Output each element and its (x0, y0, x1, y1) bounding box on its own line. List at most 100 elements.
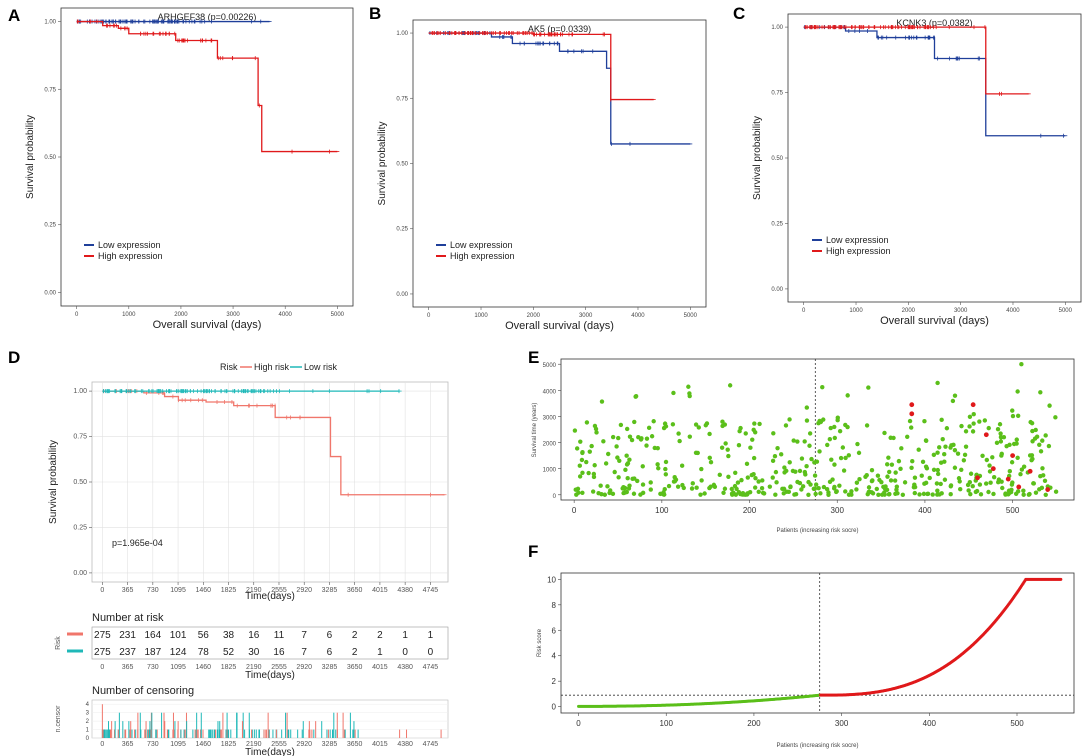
alive-point (1019, 362, 1024, 367)
alive-point (698, 492, 703, 497)
alive-point (1010, 408, 1015, 413)
x-tick-label: 200 (743, 506, 757, 515)
alive-point (804, 464, 809, 469)
alive-point (663, 459, 669, 465)
alive-point (734, 486, 739, 492)
x-tick-label: 400 (923, 719, 937, 728)
alive-point (760, 490, 766, 496)
alive-point (726, 453, 731, 459)
x-tick-label: 500 (1010, 719, 1024, 728)
x-tick-label: 4380 (397, 587, 413, 594)
alive-point (888, 435, 893, 440)
censor-y-tick-label: 0 (86, 736, 90, 742)
x-axis-label: Overall survival (days) (880, 315, 989, 327)
km-plot-d: 0 365 730 1095 1460 1825 2190 2555 2920 3285 3650 4… (48, 362, 449, 602)
alive-point (626, 486, 632, 491)
x-tick-label: 2000 (902, 308, 916, 314)
alive-point (621, 484, 626, 490)
alive-point (606, 451, 611, 457)
alive-point (666, 483, 672, 489)
risk-count-high: 11 (274, 630, 285, 641)
x-tick-label: 3000 (954, 308, 968, 314)
alive-point (727, 383, 733, 388)
alive-point (866, 385, 871, 390)
alive-point (944, 426, 950, 431)
x-tick-label: 4745 (423, 587, 439, 594)
alive-point (874, 486, 880, 492)
alive-point (686, 384, 691, 389)
alive-point (888, 478, 894, 483)
y-tick-label: 0.75 (771, 91, 783, 97)
alive-point (719, 445, 725, 450)
alive-point (935, 450, 940, 455)
risk-count-high: 2 (377, 630, 383, 641)
alive-point (579, 457, 585, 463)
alive-point (774, 480, 779, 485)
alive-point (806, 492, 811, 497)
alive-point (965, 482, 971, 488)
risk-x-tick-label: 1825 (221, 664, 237, 671)
alive-point (803, 472, 808, 477)
alive-point (580, 470, 585, 475)
alive-point (614, 444, 619, 449)
alive-point (834, 489, 839, 494)
x-tick-label: 3650 (347, 587, 363, 594)
alive-point (756, 479, 761, 484)
alive-point (584, 459, 589, 465)
alive-point (640, 464, 645, 469)
alive-point (820, 384, 825, 390)
censor-x-tick-label: 1095 (170, 741, 186, 748)
alive-point (930, 492, 935, 497)
km-curve-high-expression (76, 20, 338, 153)
alive-point (919, 473, 924, 478)
risk-count-high: 1 (428, 630, 434, 641)
alive-point (1053, 489, 1059, 494)
alive-point (882, 486, 888, 491)
alive-point (977, 419, 982, 424)
alive-point (646, 425, 652, 431)
x-tick-label: 1000 (849, 308, 863, 314)
alive-point (707, 431, 712, 437)
alive-point (736, 442, 742, 448)
alive-point (841, 468, 847, 473)
alive-point (835, 418, 840, 423)
alive-point (804, 418, 810, 423)
alive-point (612, 469, 617, 475)
alive-point (739, 477, 744, 483)
alive-point (807, 431, 813, 436)
alive-point (942, 452, 947, 457)
risk-count-low: 275 (94, 647, 111, 658)
alive-point (912, 490, 918, 496)
alive-point (866, 485, 872, 490)
y-tick-label: 0.00 (396, 292, 408, 298)
y-tick-label: 0.75 (73, 434, 87, 441)
alive-point (591, 471, 597, 477)
alive-point (879, 479, 884, 485)
alive-point (980, 453, 985, 458)
alive-point (875, 473, 881, 478)
alive-point (624, 489, 629, 495)
risk-x-tick-label: 2920 (296, 664, 312, 671)
alive-point (959, 467, 964, 473)
alive-point (896, 458, 902, 464)
alive-point (1047, 403, 1052, 408)
panel-letter-c: C (733, 4, 745, 23)
y-tick-label: 0.00 (44, 290, 56, 296)
alive-point (1041, 473, 1046, 478)
alive-point (687, 434, 693, 439)
alive-point (782, 470, 787, 475)
alive-point (633, 394, 639, 399)
alive-point (689, 486, 695, 491)
alive-point (745, 491, 750, 496)
alive-point (854, 487, 859, 492)
risk-count-high: 6 (327, 630, 333, 641)
alive-point (593, 426, 599, 432)
risk-count-high: 275 (94, 630, 111, 641)
legend-label: Low risk (304, 362, 338, 372)
alive-point (813, 491, 818, 497)
y-axis-label: Risk score (537, 628, 543, 657)
alive-point (773, 492, 778, 497)
alive-point (804, 405, 810, 410)
y-tick-label: 1.00 (396, 31, 408, 37)
